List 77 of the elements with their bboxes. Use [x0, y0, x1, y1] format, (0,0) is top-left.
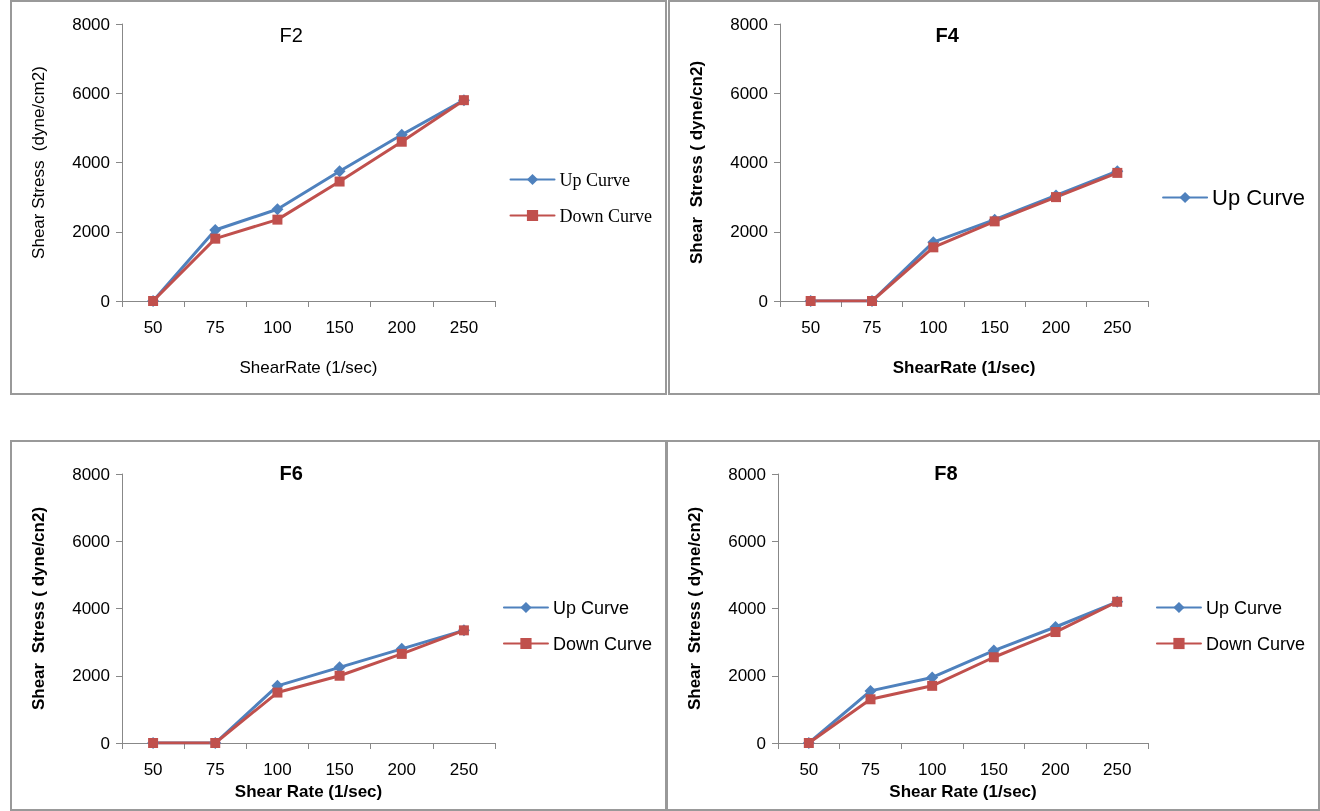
x-tick-label: 75	[861, 760, 880, 779]
y-tick-label: 4000	[72, 153, 110, 172]
point	[210, 233, 221, 244]
x-tick-label: 75	[205, 760, 225, 779]
y-tick-label: 2000	[72, 666, 110, 686]
point	[272, 214, 283, 225]
point	[334, 670, 345, 681]
x-tick-label: 200	[387, 318, 416, 337]
x-tick-label: 100	[919, 318, 948, 337]
point	[1050, 627, 1061, 638]
legend-label: Down Curve	[559, 205, 653, 226]
x-tick-label: 250	[1102, 760, 1132, 779]
chart-title: F6	[279, 462, 303, 484]
y-axis-title: Shear Stress ( dyne/cn2)	[687, 60, 706, 265]
chart-title: F4	[935, 24, 960, 46]
y-tick-label: 6000	[72, 83, 110, 103]
x-tick-label: 150	[325, 760, 354, 779]
x-tick-label: 250	[1103, 318, 1132, 337]
point	[927, 680, 938, 691]
x-tick-label: 150	[325, 318, 354, 337]
x-tick-label: 200	[1041, 760, 1070, 779]
point	[396, 648, 407, 659]
y-tick-label: 2000	[730, 222, 768, 242]
x-tick-label: 75	[862, 318, 882, 337]
y-axis-title: Shear Stress (dyne/cm2)	[29, 66, 48, 259]
y-tick-label: 4000	[728, 599, 766, 618]
y-tick-label: 8000	[728, 464, 766, 484]
y-tick-label: 4000	[730, 153, 768, 172]
y-tick-label: 8000	[72, 464, 110, 484]
y-tick-label: 0	[100, 291, 110, 311]
x-tick-label: 200	[387, 760, 416, 779]
x-tick-label: 150	[980, 318, 1009, 337]
x-axis-title: ShearRate (1/sec)	[892, 358, 1036, 377]
point	[988, 652, 999, 663]
x-tick-label: 50	[799, 760, 819, 779]
point	[333, 165, 346, 178]
x-tick-label: 100	[263, 318, 292, 337]
legend-label: Down Curve	[552, 633, 653, 654]
chart-title: F2	[279, 24, 303, 46]
y-tick-label: 8000	[72, 14, 110, 34]
point	[271, 203, 284, 216]
y-axis-title: Shear Stress ( dyne/cn2)	[29, 506, 48, 711]
legend-label: Up Curve	[1205, 597, 1282, 618]
x-tick-label: 250	[449, 760, 479, 779]
x-tick-label: 100	[917, 760, 947, 779]
y-tick-label: 2000	[728, 666, 766, 686]
y-tick-label: 4000	[72, 599, 110, 618]
x-tick-label: 75	[205, 318, 225, 337]
point	[334, 176, 345, 187]
x-tick-label: 250	[449, 318, 479, 337]
x-axis-title: Shear Rate (1/sec)	[234, 781, 383, 801]
point	[865, 694, 876, 705]
y-axis-title: Shear Stress ( dyne/cn2)	[685, 506, 704, 711]
x-tick-label: 150	[979, 760, 1009, 779]
legend-label: Up Curve	[552, 597, 629, 618]
y-tick-label: 6000	[730, 83, 768, 103]
y-tick-label: 2000	[72, 222, 110, 242]
x-tick-label: 50	[801, 318, 821, 337]
x-tick-label: 200	[1041, 318, 1071, 337]
chart-title: F8	[934, 462, 958, 484]
y-tick-label: 8000	[730, 14, 768, 34]
point	[396, 136, 407, 147]
y-tick-label: 0	[758, 291, 768, 311]
x-axis-title: ShearRate (1/sec)	[239, 358, 378, 377]
x-tick-label: 50	[143, 760, 163, 779]
x-tick-label: 100	[263, 760, 292, 779]
x-axis-title: Shear Rate (1/sec)	[889, 781, 1037, 801]
x-tick-label: 50	[143, 318, 163, 337]
legend-label: Up Curve	[559, 169, 631, 190]
legend-label: Down Curve	[1205, 633, 1306, 654]
y-tick-label: 6000	[72, 531, 110, 551]
legend-label: Up Curve	[1212, 185, 1305, 210]
y-tick-label: 0	[756, 733, 766, 753]
point	[272, 687, 283, 698]
y-tick-label: 6000	[728, 531, 766, 551]
y-tick-label: 0	[100, 733, 110, 753]
point	[928, 242, 939, 253]
